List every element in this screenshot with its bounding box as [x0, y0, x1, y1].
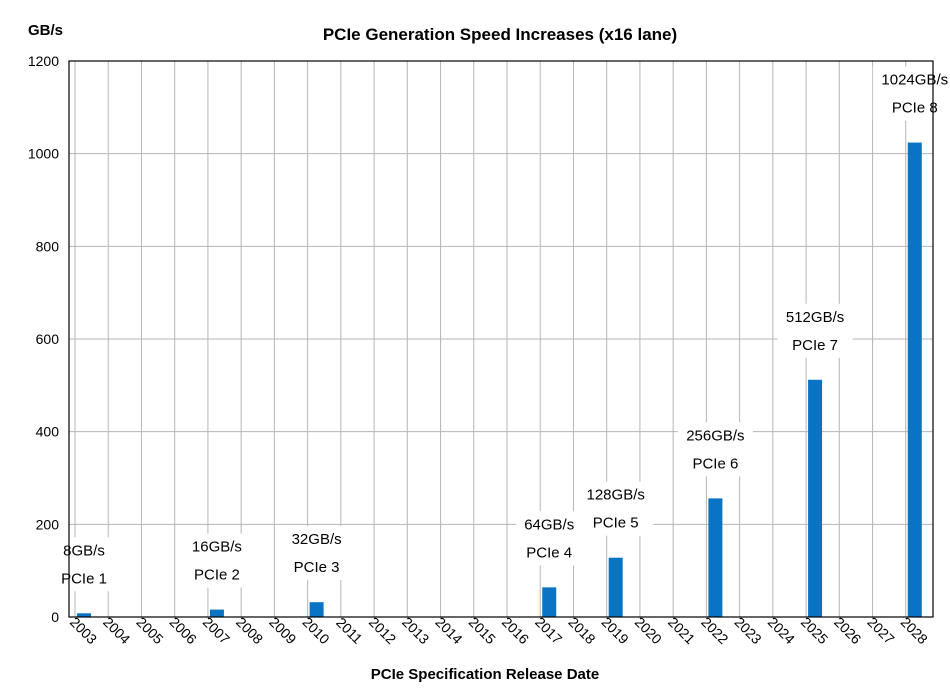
x-tick-label: 2015 — [466, 614, 499, 647]
annotation-speed: 32GB/s — [292, 531, 342, 548]
x-tick-label: 2013 — [399, 614, 432, 647]
x-tick-label: 2022 — [698, 614, 731, 647]
annotation-speed: 64GB/s — [524, 516, 574, 533]
annotation-speed: 256GB/s — [686, 427, 744, 444]
bar — [77, 613, 91, 617]
bar — [542, 587, 557, 617]
annotation-background — [283, 526, 350, 581]
y-tick-label: 1000 — [28, 146, 59, 162]
annotation-generation: PCIe 7 — [792, 337, 838, 354]
annotation-generation: PCIe 1 — [61, 570, 107, 587]
annotation-background — [516, 511, 583, 566]
y-tick-label: 200 — [36, 516, 60, 532]
bar — [209, 609, 224, 617]
annotation-speed: 1024GB/s — [881, 72, 948, 89]
x-tick-label: 2012 — [366, 614, 399, 647]
annotation-speed: 128GB/s — [587, 487, 645, 504]
x-axis-title: PCIe Specification Release Date — [371, 666, 599, 683]
bar — [808, 379, 823, 617]
bar — [608, 557, 623, 617]
y-tick-label: 400 — [36, 424, 60, 440]
x-tick-label: 2014 — [432, 614, 465, 647]
x-tick-label: 2024 — [765, 614, 798, 647]
annotation-speed: 8GB/s — [63, 542, 105, 559]
y-tick-label: 1200 — [28, 53, 59, 69]
bar — [708, 498, 723, 617]
bars — [77, 142, 922, 617]
y-tick-label: 600 — [36, 331, 60, 347]
x-tick-label: 2008 — [233, 614, 266, 647]
annotation-speed: 16GB/s — [192, 539, 242, 556]
annotation-background — [578, 481, 654, 536]
annotation-generation: PCIe 5 — [593, 515, 639, 532]
y-unit-label: GB/s — [28, 22, 63, 39]
annotations: 8GB/s PCIe 1 16GB/s PCIe 2 32GB/s PCIe 3 64GB/… — [51, 66, 950, 592]
x-tick-label: 2023 — [731, 614, 764, 647]
x-tick-label: 2010 — [299, 614, 332, 647]
x-axis-ticks: 2003 2004 2005 2006 2007 2008 2009 2010 2011 2012… — [67, 614, 931, 647]
x-tick-label: 2025 — [798, 614, 831, 647]
x-tick-label: 2017 — [532, 614, 565, 647]
chart-title: PCIe Generation Speed Increases (x16 lan… — [323, 25, 677, 44]
annotation-generation: PCIe 8 — [892, 100, 938, 117]
bar — [907, 142, 922, 617]
x-tick-label: 2026 — [831, 614, 864, 647]
x-tick-label: 2020 — [632, 614, 665, 647]
x-tick-label: 2027 — [864, 614, 897, 647]
annotation-speed: 512GB/s — [786, 309, 844, 326]
x-tick-label: 2016 — [499, 614, 532, 647]
x-tick-label: 2019 — [599, 614, 632, 647]
plot-frame — [68, 60, 934, 618]
annotation-background — [677, 422, 753, 477]
y-tick-label: 800 — [36, 238, 60, 254]
annotation-background — [777, 303, 853, 358]
x-tick-label: 2009 — [266, 614, 299, 647]
y-axis-ticks: 0 200 400 600 800 1000 1200 — [28, 53, 59, 625]
x-tick-label: 2011 — [333, 614, 366, 647]
x-tick-label: 2006 — [167, 614, 200, 647]
annotation-generation: PCIe 2 — [194, 567, 240, 584]
x-tick-label: 2018 — [565, 614, 598, 647]
bar — [309, 602, 324, 617]
annotation-background — [183, 533, 250, 588]
annotation-background — [51, 537, 117, 592]
annotation-generation: PCIe 6 — [692, 455, 738, 472]
annotation-generation: PCIe 4 — [526, 544, 572, 561]
x-tick-label: 2005 — [133, 614, 166, 647]
x-tick-label: 2021 — [665, 614, 698, 647]
x-tick-label: 2003 — [67, 614, 100, 647]
x-tick-label: 2028 — [898, 614, 931, 647]
annotation-background — [872, 66, 950, 121]
x-tick-label: 2004 — [100, 614, 133, 647]
annotation-generation: PCIe 3 — [294, 559, 340, 576]
x-tick-label: 2007 — [200, 614, 233, 647]
y-tick-label: 0 — [51, 609, 59, 625]
